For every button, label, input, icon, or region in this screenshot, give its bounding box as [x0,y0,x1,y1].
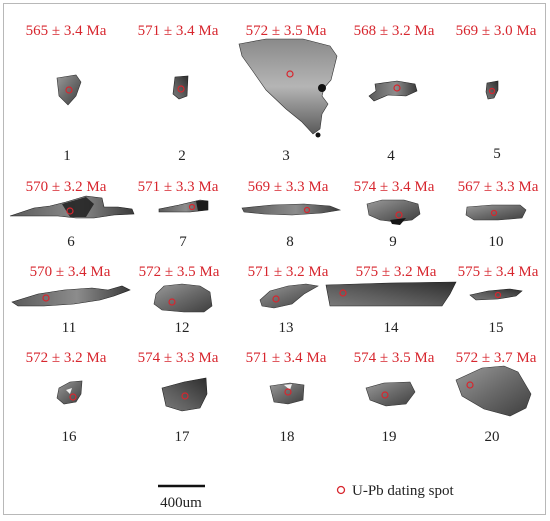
zircon-grain-9 [366,199,421,225]
zircon-grain-15 [469,288,523,301]
age-label-1: 565 ± 3.4 Ma [26,23,107,39]
grain-number-2: 2 [178,148,186,164]
grain-number-12: 12 [175,320,190,336]
legend-dating-spot-icon [336,485,346,495]
age-label-17: 574 ± 3.3 Ma [138,350,219,366]
age-label-11: 570 ± 3.4 Ma [30,264,111,280]
zircon-grain-17 [161,377,208,412]
dating-spot-1 [65,86,73,94]
age-label-19: 574 ± 3.5 Ma [354,350,435,366]
grain-number-5: 5 [493,146,501,162]
dating-spot-10 [490,209,498,217]
age-label-10: 567 ± 3.3 Ma [458,179,539,195]
zircon-grain-19 [365,381,416,407]
dating-spot-18 [284,388,292,396]
zircon-grain-10 [465,204,527,221]
grain-number-7: 7 [179,234,187,250]
zircon-grain-1 [56,74,82,106]
grain-number-9: 9 [389,234,397,250]
grain-number-4: 4 [387,148,395,164]
age-label-8: 569 ± 3.3 Ma [248,179,329,195]
age-label-13: 571 ± 3.2 Ma [248,264,329,280]
grain-number-10: 10 [489,234,504,250]
age-label-3: 572 ± 3.5 Ma [246,23,327,39]
scale-bar-label: 400um [160,495,202,511]
age-label-6: 570 ± 3.2 Ma [26,179,107,195]
age-label-16: 572 ± 3.2 Ma [26,350,107,366]
age-label-18: 571 ± 3.4 Ma [246,350,327,366]
zircon-grain-figure: 565 ± 3.4 Ma 571 ± 3.4 Ma 572 ± 3.5 Ma 5… [9,23,539,511]
zircon-grain-14 [325,281,457,307]
grain-number-18: 18 [280,429,295,445]
age-label-12: 572 ± 3.5 Ma [139,264,220,280]
age-label-7: 571 ± 3.3 Ma [138,179,219,195]
dating-spot-11 [42,294,50,302]
grain-number-6: 6 [67,234,75,250]
age-label-4: 568 ± 3.2 Ma [354,23,435,39]
zircon-grain-2 [172,75,189,100]
zircon-grain-8 [241,203,342,216]
zircon-grain-11 [11,285,131,307]
age-label-15: 575 ± 3.4 Ma [458,264,539,280]
dating-spot-14 [339,289,347,297]
dating-spot-16 [69,393,77,401]
grain-number-3: 3 [282,148,290,164]
dating-spot-6 [66,207,74,215]
age-label-14: 575 ± 3.2 Ma [356,264,437,280]
age-label-5: 569 ± 3.0 Ma [456,23,537,39]
dating-spot-5 [488,87,496,95]
zircon-grain-16 [56,380,83,405]
age-label-2: 571 ± 3.4 Ma [138,23,219,39]
grain-number-15: 15 [489,320,504,336]
dating-spot-15 [494,291,502,299]
dating-spot-3 [286,70,294,78]
zircon-grain-20 [455,365,532,417]
grain-number-14: 14 [384,320,400,336]
grain-number-16: 16 [62,429,78,445]
dating-spot-9 [395,211,403,219]
age-label-20: 572 ± 3.7 Ma [456,350,537,366]
zircon-grain-4 [368,80,418,102]
zircon-grain-7 [158,199,209,213]
dating-spot-7 [188,203,196,211]
dating-spot-8 [303,206,311,214]
grain-number-19: 19 [382,429,397,445]
zircon-grain-13 [259,283,319,309]
legend: U-Pb dating spot [336,483,455,499]
zircon-grain-12 [153,283,213,313]
dating-spot-2 [177,85,185,93]
zircon-grain-5 [485,80,499,100]
dating-spot-20 [466,381,474,389]
age-label-9: 574 ± 3.4 Ma [354,179,435,195]
legend-label: U-Pb dating spot [352,483,455,499]
grain-number-1: 1 [63,148,71,164]
dating-spot-13 [272,295,280,303]
figure-frame: 565 ± 3.4 Ma 571 ± 3.4 Ma 572 ± 3.5 Ma 5… [3,3,546,515]
grain-number-11: 11 [62,320,76,336]
grain-number-13: 13 [279,320,294,336]
zircon-grain-3 [238,38,338,138]
dating-spot-19 [381,391,389,399]
grain-number-8: 8 [286,234,294,250]
scale-bar: 400um [158,484,205,511]
dating-spot-17 [181,392,189,400]
zircon-grain-18 [269,382,305,405]
dating-spot-4 [393,84,401,92]
grain-number-20: 20 [485,429,500,445]
dating-spot-12 [168,298,176,306]
grain-number-17: 17 [175,429,191,445]
zircon-grain-6 [9,195,135,219]
